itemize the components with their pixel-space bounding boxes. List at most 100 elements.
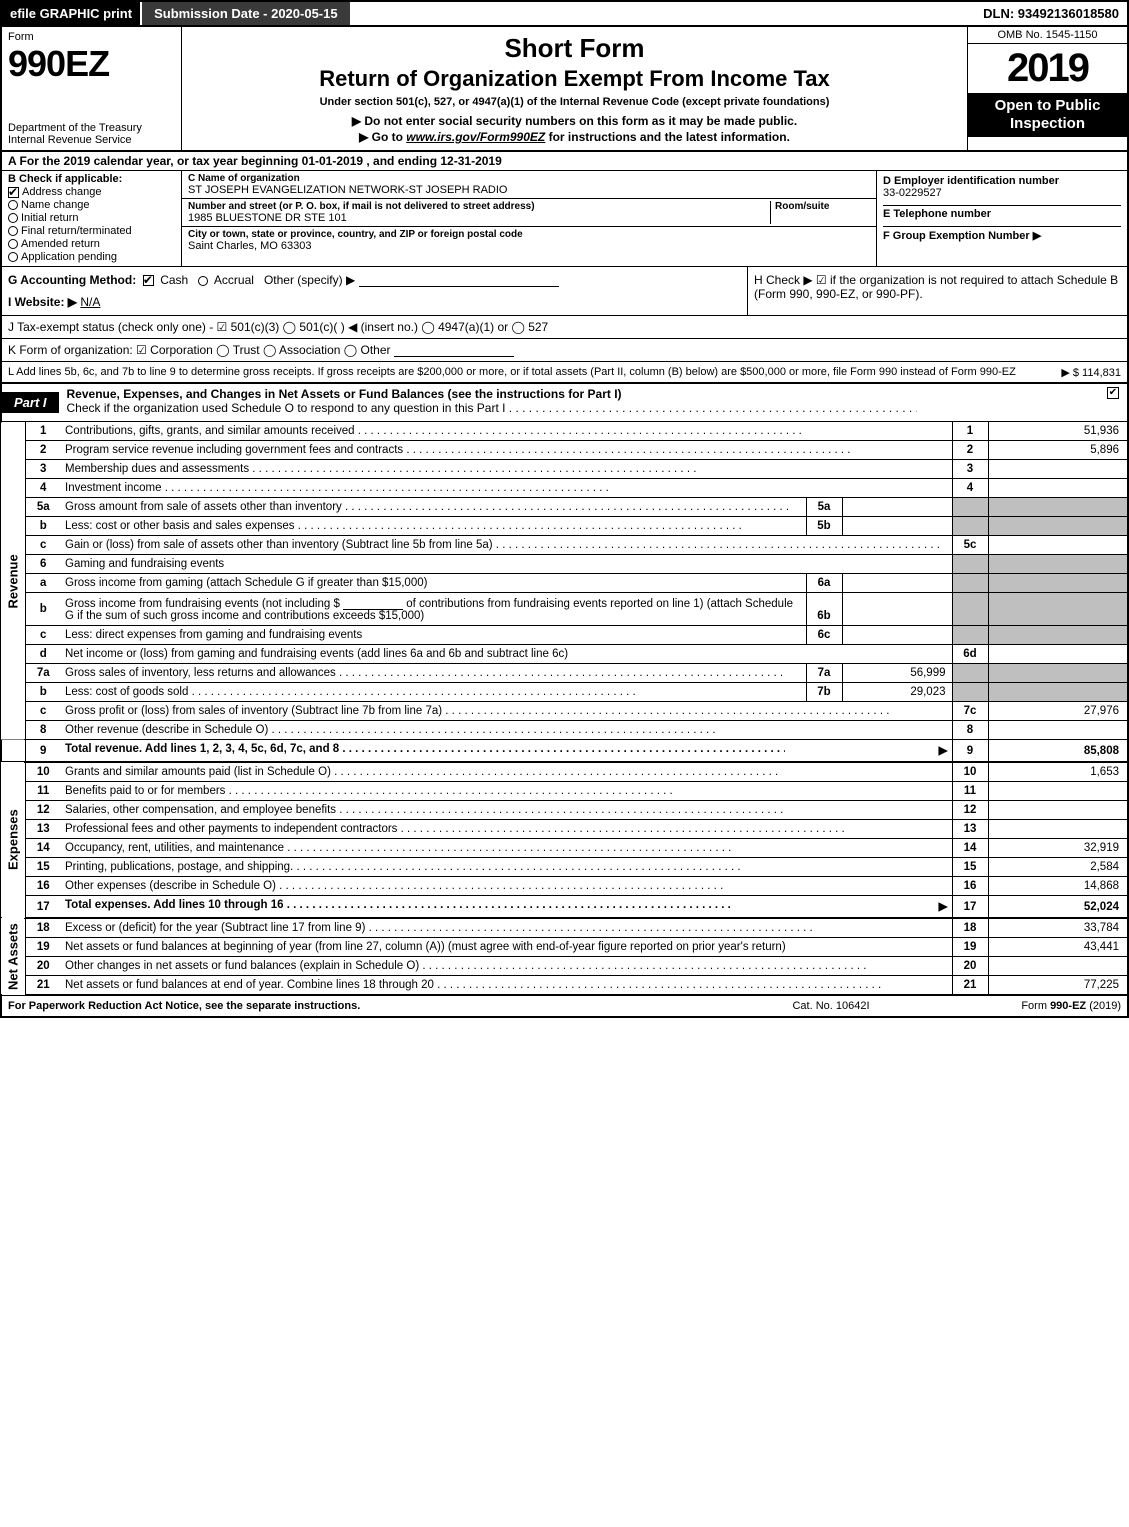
line-6c-desc: Less: direct expenses from gaming and fu… [61,626,806,645]
line-2-no: 2 [25,441,61,460]
col-b-header: B Check if applicable: [8,173,175,185]
chk-cash[interactable] [143,275,154,286]
line-1-num: 1 [952,422,988,441]
line-7c-num: 7c [952,702,988,721]
goto-prefix: ▶ Go to [359,130,406,144]
other-method-field[interactable] [359,273,559,287]
line-6d-num: 6d [952,645,988,664]
efile-label[interactable]: efile GRAPHIC print [2,2,140,25]
line-10-desc: Grants and similar amounts paid (list in… [61,762,952,782]
revenue-vertical-label: Revenue [1,422,25,740]
line-6c-subval [842,626,952,645]
line-16-amt: 14,868 [988,877,1128,896]
website-value: N/A [80,295,100,309]
org-city: Saint Charles, MO 63303 [188,240,870,252]
schedule-o-check[interactable]: ✔ [1107,387,1119,399]
other-org-field[interactable] [394,343,514,357]
line-8-amt [988,721,1128,740]
line-6d-no: d [25,645,61,664]
line-6c-grey2 [988,626,1128,645]
line-9-desc: Total revenue. Add lines 1, 2, 3, 4, 5c,… [61,740,952,763]
line-14-amt: 32,919 [988,839,1128,858]
department-label: Department of the Treasury Internal Reve… [8,122,175,146]
addr-label: Number and street (or P. O. box, if mail… [188,201,770,212]
line-6b-desc: Gross income from fundraising events (no… [61,593,806,626]
line-13-num: 13 [952,820,988,839]
line-11-amt [988,782,1128,801]
section-h: H Check ▶ ☑ if the organization is not r… [747,267,1127,315]
line-7a-grey [952,664,988,683]
line-6-desc: Gaming and fundraising events [61,555,952,574]
line-21-desc: Net assets or fund balances at end of ye… [61,976,952,996]
line-4-amt [988,479,1128,498]
line-14-no: 14 [25,839,61,858]
line-18-amt: 33,784 [988,918,1128,938]
line-10-amt: 1,653 [988,762,1128,782]
line-5a-subval [842,498,952,517]
line-14-desc: Occupancy, rent, utilities, and maintena… [61,839,952,858]
line-5a-no: 5a [25,498,61,517]
line-16-desc: Other expenses (describe in Schedule O) [61,877,952,896]
line-5b-grey [952,517,988,536]
line-20-num: 20 [952,957,988,976]
part1-header: Part I Revenue, Expenses, and Changes in… [0,384,1129,422]
line-5b-desc: Less: cost or other basis and sales expe… [61,517,806,536]
line-21-num: 21 [952,976,988,996]
line-5a-desc: Gross amount from sale of assets other t… [61,498,806,517]
goto-line: ▶ Go to www.irs.gov/Form990EZ for instru… [190,130,959,144]
chk-application-pending[interactable]: Application pending [8,251,175,263]
top-bar: efile GRAPHIC print Submission Date - 20… [0,0,1129,27]
org-name: ST JOSEPH EVANGELIZATION NETWORK-ST JOSE… [188,184,870,196]
line-10-num: 10 [952,762,988,782]
chk-final-return[interactable]: Final return/terminated [8,225,175,237]
omb-number: OMB No. 1545-1150 [968,27,1127,44]
chk-initial-return[interactable]: Initial return [8,212,175,224]
line-17-amt: 52,024 [988,896,1128,919]
chk-amended-return[interactable]: Amended return [8,238,175,250]
line-7c-desc: Gross profit or (loss) from sales of inv… [61,702,952,721]
line-3-no: 3 [25,460,61,479]
line-1-amt: 51,936 [988,422,1128,441]
room-label: Room/suite [775,201,870,212]
line-12-num: 12 [952,801,988,820]
chk-accrual[interactable] [198,276,208,286]
line-18-no: 18 [25,918,61,938]
line-6a-grey2 [988,574,1128,593]
line-6d-desc: Net income or (loss) from gaming and fun… [61,645,952,664]
line-21-amt: 77,225 [988,976,1128,996]
column-b: B Check if applicable: Address change Na… [2,171,182,266]
goto-link[interactable]: www.irs.gov/Form990EZ [406,130,545,144]
form-header: Form 990EZ Department of the Treasury In… [0,27,1129,152]
line-4-no: 4 [25,479,61,498]
netassets-vertical-label: Net Assets [1,918,25,995]
line-13-no: 13 [25,820,61,839]
line-7a-desc: Gross sales of inventory, less returns a… [61,664,806,683]
page-footer: For Paperwork Reduction Act Notice, see … [0,996,1129,1018]
line-1-no: 1 [25,422,61,441]
tax-year: 2019 [968,44,1127,93]
revenue-table: Revenue 1 Contributions, gifts, grants, … [0,422,1129,996]
row-g-h: G Accounting Method: Cash Accrual Other … [0,267,1129,316]
line-6a-sublabel: 6a [806,574,842,593]
chk-name-change[interactable]: Name change [8,199,175,211]
line-6a-subval [842,574,952,593]
line-5b-subval [842,517,952,536]
line-19-num: 19 [952,938,988,957]
line-6a-no: a [25,574,61,593]
dln-number: DLN: 93492136018580 [975,2,1127,25]
ein-label: D Employer identification number [883,175,1121,187]
line-7a-subval: 56,999 [842,664,952,683]
line-7b-grey2 [988,683,1128,702]
line-17-no: 17 [25,896,61,919]
open-public-badge: Open to Public Inspection [968,93,1127,137]
line-11-desc: Benefits paid to or for members [61,782,952,801]
line-6-no: 6 [25,555,61,574]
chk-address-change[interactable]: Address change [8,186,175,198]
line-3-amt [988,460,1128,479]
line-6a-grey [952,574,988,593]
line-19-no: 19 [25,938,61,957]
section-a: A For the 2019 calendar year, or tax yea… [0,152,1129,171]
line-7b-subval: 29,023 [842,683,952,702]
line-2-amt: 5,896 [988,441,1128,460]
line-16-no: 16 [25,877,61,896]
